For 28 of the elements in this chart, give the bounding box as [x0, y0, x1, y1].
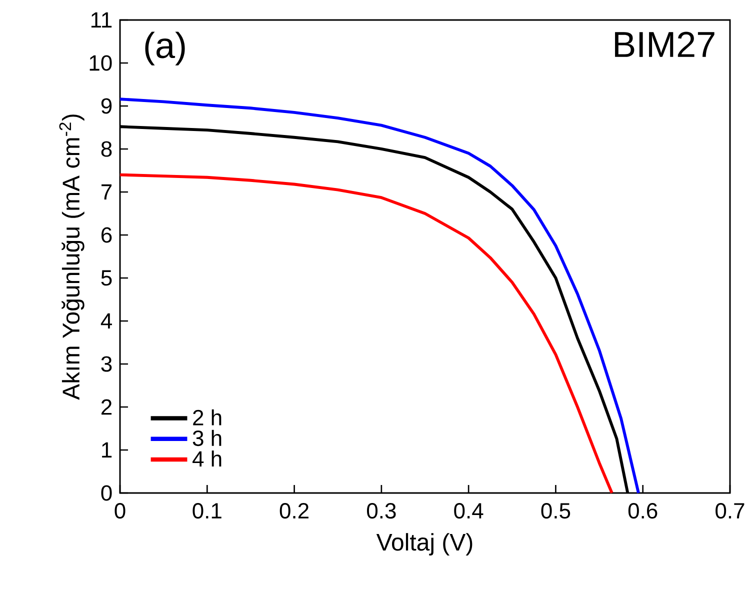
y-tick-label: 0 — [101, 485, 112, 501]
x-tick-label: 0.2 — [280, 503, 308, 519]
line-series — [118, 173, 614, 494]
y-tick-label: 3 — [101, 356, 112, 372]
legend-label: 3 h — [192, 430, 222, 446]
annotation: (a) — [145, 32, 185, 66]
legend-label: 4 h — [192, 450, 222, 466]
y-tick-label: 11 — [91, 12, 112, 28]
y-tick-label: 4 — [100, 313, 112, 329]
y-tick-label: 10 — [90, 55, 112, 71]
x-tick-label: 0.5 — [541, 503, 570, 519]
y-tick-label: 1 — [102, 442, 112, 458]
x-tick-label: 0.7 — [716, 503, 744, 519]
annotation: BIM27 — [615, 32, 714, 57]
y-tick-label: 5 — [101, 270, 112, 286]
y-tick-label: 8 — [101, 141, 112, 157]
y-tick-label: 7 — [102, 184, 112, 200]
y-tick-label: 6 — [102, 227, 112, 243]
y-axis-title: Akım Yoğunluğu (mA cm$^{-2}$) — [59, 114, 84, 400]
x-tick-label: 0.1 — [192, 503, 222, 519]
y-tick-label: 9 — [101, 98, 112, 114]
x-tick-label: 0 — [114, 503, 126, 519]
x-tick-label: 0.3 — [366, 503, 396, 519]
y-tick-label: 2 — [102, 399, 112, 415]
x-tick-label: 0.6 — [628, 503, 658, 519]
x-tick-label: 0.4 — [454, 503, 484, 519]
legend-label: 2 h — [193, 409, 222, 426]
x-axis-title: Voltaj (V) — [376, 533, 472, 556]
